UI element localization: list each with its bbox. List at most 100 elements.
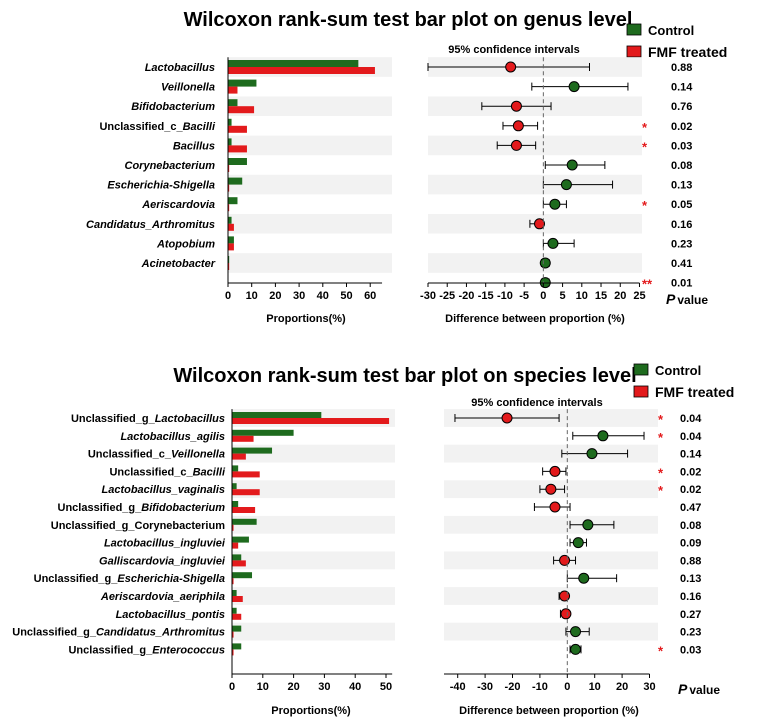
row-label: Escherichia-Shigella: [107, 180, 215, 192]
row-label: Unclassified_g_Candidatus_Arthromitus: [12, 627, 225, 639]
row-label-part: Candidatus_Arthromitus: [96, 627, 225, 639]
data-row: Lactobacillus_vaginalis 0.02 *: [102, 483, 701, 498]
row-label: Unclassified_g_Lactobacillus: [71, 413, 225, 425]
difference-point: [560, 608, 572, 620]
row-label-part: Unclassified_c_: [88, 449, 172, 461]
row-label-part: Veillonella: [171, 449, 225, 461]
difference-point: [572, 537, 584, 549]
row-label-part: Atopobium: [156, 238, 215, 250]
p-value: 0.47: [680, 502, 701, 514]
significance-star: *: [658, 465, 664, 480]
difference-point: [578, 572, 590, 584]
row-label: Aeriscardovia: [141, 199, 215, 211]
p-value: 0.03: [680, 644, 701, 656]
control-bar: [228, 256, 230, 263]
data-row: Corynebacterium 0.08: [125, 158, 692, 172]
difference-tick-label: 15: [595, 290, 607, 302]
data-row: Candidatus_Arthromitus 0.16: [86, 216, 692, 231]
row-label-part: Bacillus: [173, 140, 215, 152]
control-bar: [228, 197, 238, 205]
row-label-part: Lactobacillus_ingluviei: [104, 538, 226, 550]
genus-panel: Wilcoxon rank-sum test bar plot on genus…: [86, 9, 727, 325]
difference-tick-label: -30: [477, 681, 493, 693]
legend-control-swatch: [633, 363, 649, 376]
difference-point: [505, 61, 517, 73]
treated-bar: [228, 106, 255, 114]
p-value: 0.76: [671, 101, 692, 113]
control-bar: [232, 429, 294, 436]
row-label-part: Unclassified_c_: [109, 466, 193, 478]
data-row: Unclassified_g_Escherichia-Shigella 0.13: [34, 572, 701, 585]
difference-tick-label: -40: [450, 681, 466, 693]
row-stripe: [228, 96, 392, 116]
proportion-tick-label: 50: [380, 681, 392, 693]
row-label-part: Lactobacillus_agilis: [120, 431, 225, 443]
control-bar: [232, 447, 273, 454]
species-proportion-xlabel: Proportions(%): [271, 705, 351, 717]
difference-tick-label: 30: [643, 681, 655, 693]
row-label: Unclassified_g_Escherichia-Shigella: [34, 573, 225, 585]
difference-point: [560, 179, 572, 191]
p-value: 0.14: [671, 82, 693, 94]
treated-bar: [232, 453, 246, 460]
data-row: Lactobacillus 0.88: [145, 60, 692, 74]
difference-point: [539, 257, 551, 269]
control-bar: [228, 177, 243, 185]
significance-star: *: [642, 139, 648, 154]
row-label-part: Lactobacillus: [145, 62, 215, 74]
control-bar: [228, 158, 247, 165]
control-bar: [232, 483, 237, 490]
row-label-part: Unclassified_g_: [12, 627, 97, 639]
treated-bar: [232, 471, 260, 478]
p-value: 0.02: [671, 121, 692, 133]
row-label: Galliscardovia_ingluviei: [99, 555, 226, 567]
p-value: 0.13: [680, 573, 701, 585]
row-label: Lactobacillus_pontis: [116, 609, 225, 621]
row-label-part: Unclassified_g_: [71, 413, 156, 425]
treated-bar: [228, 243, 234, 251]
difference-point: [570, 643, 582, 655]
genus-difference-xlabel: Difference between proportion (%): [445, 313, 625, 325]
row-label-part: Bacilli: [193, 466, 226, 478]
treated-bar: [228, 223, 234, 231]
data-row: Unclassified_g_Corynebacterium 0.08: [51, 518, 701, 532]
proportion-tick-label: 10: [257, 681, 269, 693]
treated-bar: [232, 560, 246, 567]
row-label: Unclassified_c_Veillonella: [88, 449, 225, 461]
row-label: Unclassified_g_Enterococcus: [68, 644, 225, 656]
proportion-tick-label: 0: [225, 290, 231, 302]
data-row: Bacillus 0.03 *: [173, 138, 692, 154]
significance-star: *: [658, 412, 664, 427]
treated-bar: [232, 596, 243, 602]
row-stripe: [444, 587, 658, 605]
proportion-tick-label: 20: [269, 290, 281, 302]
row-stripe: [232, 622, 395, 641]
difference-point: [549, 198, 561, 210]
control-bar: [232, 554, 242, 561]
row-label: Acinetobacter: [141, 258, 216, 270]
significance-star: *: [658, 643, 664, 658]
significance-star: *: [642, 120, 648, 135]
treated-bar: [228, 145, 247, 153]
treated-bar: [228, 125, 247, 133]
proportion-tick-label: 10: [246, 290, 258, 302]
p-value: 0.88: [680, 555, 701, 567]
species-panel: Wilcoxon rank-sum test bar plot on speci…: [12, 363, 734, 717]
significance-star: **: [642, 277, 653, 292]
row-label-part: Bifidobacterium: [141, 502, 225, 514]
control-bar: [232, 643, 242, 650]
control-bar: [228, 236, 234, 244]
p-value: 0.05: [671, 199, 692, 211]
control-bar: [232, 625, 242, 632]
treated-bar: [232, 631, 234, 638]
p-value: 0.08: [680, 520, 701, 532]
p-value: 0.41: [671, 258, 692, 270]
data-row: Lactobacillus_agilis 0.04 *: [120, 429, 702, 445]
data-row: Lactobacillus_pontis 0.27: [116, 607, 701, 621]
p-value: 0.09: [680, 538, 701, 550]
p-value: 0.23: [680, 627, 701, 639]
difference-tick-label: 0: [540, 290, 546, 302]
data-row: Unclassified_g_Candidatus_Arthromitus 0.2…: [12, 625, 701, 639]
p-value: 0.13: [671, 180, 692, 192]
